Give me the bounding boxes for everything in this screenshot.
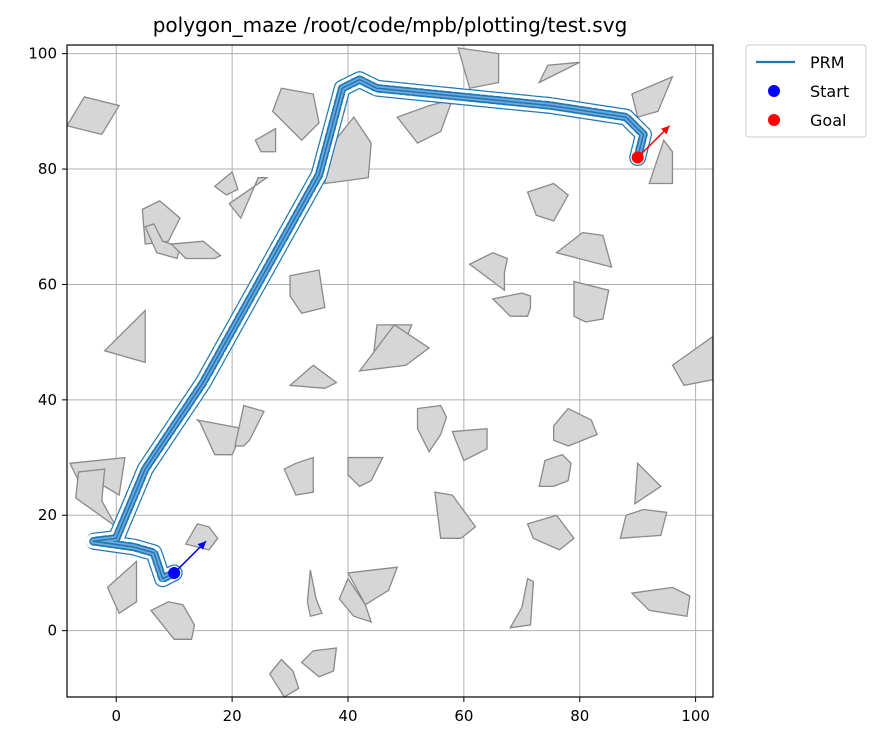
chart-title: polygon_maze /root/code/mpb/plotting/tes… [153, 13, 628, 37]
y-tick-label: 100 [28, 45, 57, 63]
obstacle [526, 514, 575, 551]
obstacle [630, 586, 691, 617]
obstacle [457, 47, 500, 90]
obstacle [553, 407, 598, 447]
obstacle [537, 61, 581, 84]
obstacle [67, 96, 121, 136]
obstacle [451, 427, 488, 462]
obstacle [347, 456, 384, 488]
obstacles [67, 47, 713, 697]
obstacle [213, 170, 239, 196]
obstacle [149, 601, 196, 640]
goal-point [631, 151, 644, 164]
legend: PRM Start Goal [745, 44, 867, 138]
obstacle [468, 252, 509, 292]
obstacle [491, 292, 532, 317]
markers [168, 125, 671, 579]
x-tick-label: 40 [338, 707, 357, 725]
y-tick-label: 20 [38, 506, 57, 524]
plot-content [67, 47, 713, 697]
obstacle [573, 280, 610, 323]
obstacle [268, 658, 300, 697]
obstacle [538, 453, 572, 488]
obstacle [106, 559, 138, 615]
heading-arrowhead [661, 125, 670, 135]
prm-path-line [92, 78, 645, 580]
axis-ticks: 0 20 40 60 80 100 0 20 40 60 80 100 [28, 45, 710, 725]
obstacle [169, 240, 222, 260]
obstacle [338, 577, 373, 624]
obstacle [555, 231, 613, 269]
obstacle [526, 182, 569, 222]
x-tick-label: 100 [681, 707, 710, 725]
obstacle [416, 404, 448, 454]
obstacle [434, 491, 477, 539]
obstacle [634, 461, 662, 505]
obstacle [631, 75, 674, 118]
y-tick-label: 80 [38, 160, 57, 178]
plot-area [67, 45, 713, 697]
heading-arrowhead [197, 541, 207, 550]
obstacle [228, 177, 269, 220]
legend-goal-swatch [768, 114, 780, 126]
obstacle [288, 364, 338, 389]
legend-goal-label: Goal [810, 111, 846, 130]
obstacle [75, 468, 117, 528]
legend-box [745, 44, 867, 138]
obstacle [300, 647, 338, 678]
y-tick-label: 0 [47, 622, 57, 640]
prm-path-layer [84, 71, 652, 588]
obstacle [619, 508, 668, 540]
legend-prm-label: PRM [810, 53, 845, 72]
obstacle [508, 577, 535, 629]
obstacle [184, 523, 219, 551]
obstacle [671, 335, 713, 387]
obstacle [358, 323, 431, 372]
y-tick-label: 60 [38, 275, 57, 293]
x-tick-label: 80 [570, 707, 589, 725]
obstacle [306, 569, 323, 618]
y-tick-label: 40 [38, 391, 57, 409]
x-tick-label: 20 [223, 707, 242, 725]
obstacle [234, 404, 265, 447]
obstacle [346, 566, 399, 606]
obstacle [283, 456, 314, 496]
obstacle [289, 269, 326, 315]
start-point [168, 566, 181, 579]
obstacle [271, 87, 320, 142]
x-tick-label: 60 [454, 707, 473, 725]
legend-start-swatch [768, 85, 780, 97]
x-tick-label: 0 [111, 707, 121, 725]
obstacle [103, 308, 146, 364]
legend-start-label: Start [810, 82, 849, 101]
obstacle [254, 127, 277, 153]
plot-frame [66, 44, 714, 698]
obstacle [648, 138, 674, 185]
